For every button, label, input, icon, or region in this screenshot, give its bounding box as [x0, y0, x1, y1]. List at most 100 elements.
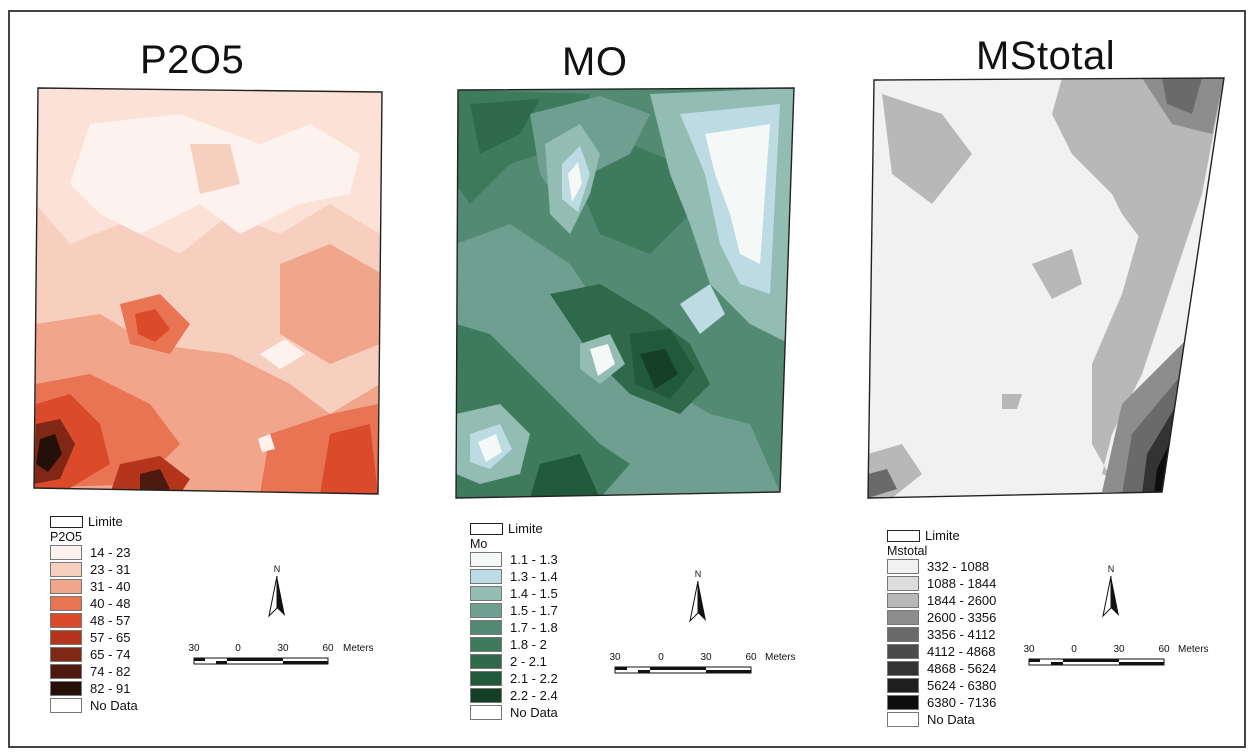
- figure-frame: [8, 10, 1246, 748]
- legend-swatch: [50, 545, 82, 560]
- legend-class-label: 1.5 - 1.7: [510, 603, 558, 618]
- map-mstotal: [862, 74, 1234, 504]
- map-title-mstotal: MStotal: [976, 34, 1116, 78]
- legend-class-row: 5624 - 6380: [887, 677, 996, 694]
- limit-swatch: [470, 522, 503, 535]
- legend-class-label: 2 - 2.1: [510, 654, 547, 669]
- nodata-label: No Data: [90, 698, 138, 713]
- legend-class-row: 14 - 23: [50, 544, 138, 561]
- legend-class-row: 65 - 74: [50, 646, 138, 663]
- legend-class-row: 1.4 - 1.5: [470, 585, 558, 602]
- legend-class-row: 23 - 31: [50, 561, 138, 578]
- scale-bar-mstotal: 30 0 30 60 Meters: [1018, 644, 1228, 672]
- legend-mstotal: Limite Mstotal 332 - 1088 1088 - 1844 1844…: [887, 527, 996, 728]
- legend-class-label: 1.7 - 1.8: [510, 620, 558, 635]
- legend-class-row: 1088 - 1844: [887, 575, 996, 592]
- scale-unit: Meters: [765, 652, 796, 663]
- legend-class-label: 1.3 - 1.4: [510, 569, 558, 584]
- north-arrow-mo: N: [687, 569, 709, 625]
- legend-class-row: 31 - 40: [50, 578, 138, 595]
- legend-class-row: 57 - 65: [50, 629, 138, 646]
- legend-swatch: [50, 664, 82, 679]
- scale-unit: Meters: [343, 643, 374, 654]
- north-arrow-icon: [268, 575, 285, 618]
- limit-label: Limite: [508, 521, 543, 536]
- legend-swatch: [470, 620, 502, 635]
- legend-class-label: 40 - 48: [90, 596, 131, 611]
- north-arrow-p2o5: N: [266, 564, 288, 620]
- legend-classes: 1.1 - 1.3 1.3 - 1.4 1.4 - 1.5 1.5 - 1.7 1.7 …: [470, 551, 558, 704]
- legend-class-row: 1.1 - 1.3: [470, 551, 558, 568]
- map-p2o5: [30, 84, 392, 500]
- legend-classes: 332 - 1088 1088 - 1844 1844 - 2600 2600 - 3…: [887, 558, 996, 711]
- legend-class-label: 74 - 82: [90, 664, 131, 679]
- north-arrow-icon: [689, 580, 706, 623]
- nodata-swatch: [50, 698, 82, 713]
- north-label: N: [694, 569, 702, 579]
- legend-swatch: [887, 678, 919, 693]
- legend-class-row: 2.2 - 2.4: [470, 687, 558, 704]
- legend-swatch: [887, 593, 919, 608]
- north-label: N: [273, 564, 281, 574]
- legend-class-label: 332 - 1088: [927, 559, 990, 574]
- scale-tick-label: 0: [1071, 644, 1077, 655]
- legend-swatch: [887, 695, 919, 710]
- limit-label: Limite: [925, 528, 960, 543]
- legend-swatch: [887, 627, 919, 642]
- legend-class-label: 65 - 74: [90, 647, 131, 662]
- legend-class-row: 4868 - 5624: [887, 660, 996, 677]
- legend-swatch: [887, 610, 919, 625]
- legend-class-label: 1088 - 1844: [927, 576, 997, 591]
- legend-class-label: 1.8 - 2: [510, 637, 547, 652]
- nodata-label: No Data: [927, 712, 975, 727]
- legend-swatch: [50, 562, 82, 577]
- map-title-mo: MO: [562, 40, 628, 84]
- legend-class-label: 57 - 65: [90, 630, 131, 645]
- scale-ticks: 30 0 30 60 Meters: [1018, 644, 1228, 657]
- legend-class-row: 6380 - 7136: [887, 694, 996, 711]
- legend-field-label: Mstotal: [887, 544, 928, 558]
- legend-p2o5: Limite P2O5 14 - 23 23 - 31 31 - 40 40 - 48…: [50, 513, 138, 714]
- legend-swatch: [470, 569, 502, 584]
- legend-limit-row: Limite: [470, 520, 558, 537]
- legend-class-label: 1.4 - 1.5: [510, 586, 558, 601]
- legend-class-label: 1.1 - 1.3: [510, 552, 558, 567]
- scale-unit: Meters: [1178, 644, 1209, 655]
- legend-class-row: 82 - 91: [50, 680, 138, 697]
- scale-bar-graphic: [193, 657, 329, 665]
- legend-swatch: [887, 559, 919, 574]
- legend-nodata-row: No Data: [887, 711, 996, 728]
- north-label: N: [1107, 564, 1115, 574]
- scale-tick-label: 60: [745, 652, 757, 663]
- legend-swatch: [50, 579, 82, 594]
- legend-class-label: 5624 - 6380: [927, 678, 997, 693]
- legend-class-label: 3356 - 4112: [927, 627, 996, 642]
- legend-swatch: [470, 586, 502, 601]
- scale-tick-label: 30: [1113, 644, 1125, 655]
- legend-class-label: 31 - 40: [90, 579, 131, 594]
- legend-swatch: [887, 576, 919, 591]
- north-arrow-icon: [1102, 575, 1119, 618]
- legend-field-label: Mo: [470, 537, 488, 551]
- legend-limit-row: Limite: [50, 513, 138, 530]
- legend-class-row: 40 - 48: [50, 595, 138, 612]
- legend-class-label: 4112 - 4868: [927, 644, 996, 659]
- legend-swatch: [470, 603, 502, 618]
- legend-swatch: [470, 552, 502, 567]
- legend-class-row: 1.3 - 1.4: [470, 568, 558, 585]
- scale-bar-mo: 30 0 30 60 Meters: [597, 652, 797, 680]
- legend-swatch: [50, 596, 82, 611]
- nodata-swatch: [470, 705, 502, 720]
- scale-tick-label: 30: [609, 652, 621, 663]
- nodata-swatch: [887, 712, 919, 727]
- legend-swatch: [887, 661, 919, 676]
- nodata-label: No Data: [510, 705, 558, 720]
- legend-class-label: 14 - 23: [90, 545, 131, 560]
- legend-class-label: 4868 - 5624: [927, 661, 997, 676]
- scale-tick-label: 30: [700, 652, 712, 663]
- scale-ticks: 30 0 30 60 Meters: [180, 643, 373, 656]
- legend-class-row: 332 - 1088: [887, 558, 996, 575]
- limit-swatch: [887, 529, 920, 542]
- legend-class-row: 1.8 - 2: [470, 636, 558, 653]
- legend-swatch: [470, 671, 502, 686]
